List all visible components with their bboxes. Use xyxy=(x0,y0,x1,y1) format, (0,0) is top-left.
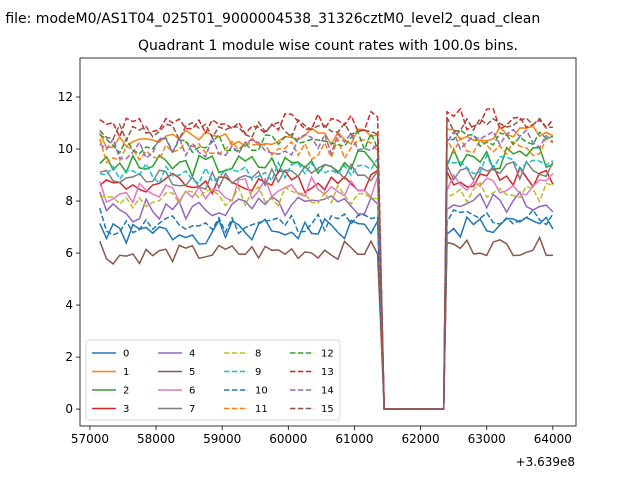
series-line-1 xyxy=(99,125,554,410)
series-line-0 xyxy=(99,215,554,410)
x-tick-label-6: 63000 xyxy=(468,432,506,446)
legend-box xyxy=(85,339,341,421)
y-tick-label-2: 4 xyxy=(65,298,73,312)
legend-label-3: 3 xyxy=(123,404,129,415)
series-line-8 xyxy=(99,181,554,410)
legend-label-1: 1 xyxy=(123,367,129,378)
x-tick-label-3: 60000 xyxy=(269,432,307,446)
legend-label-13: 13 xyxy=(321,367,334,378)
series-line-6 xyxy=(99,172,554,410)
legend-label-11: 11 xyxy=(255,404,268,415)
y-tick-label-5: 10 xyxy=(58,142,73,156)
legend-label-8: 8 xyxy=(255,349,261,360)
legend-label-7: 7 xyxy=(189,404,195,415)
legend-label-5: 5 xyxy=(189,367,195,378)
x-tick-label-1: 58000 xyxy=(137,432,175,446)
y-tick-label-4: 8 xyxy=(65,194,73,208)
legend-label-10: 10 xyxy=(255,386,268,397)
legend-label-0: 0 xyxy=(123,349,129,360)
series-line-9 xyxy=(99,153,554,410)
x-tick-label-7: 64000 xyxy=(534,432,572,446)
series-line-2 xyxy=(99,146,554,410)
series-line-13 xyxy=(99,107,554,410)
legend-label-15: 15 xyxy=(321,404,334,415)
series-line-7 xyxy=(99,159,554,410)
x-tick-label-4: 61000 xyxy=(335,432,373,446)
x-axis-ticks: 57000 58000 59000 60000 61000 62000 63000 64000 xyxy=(71,426,572,446)
chart-suptitle: n file: modeM0/AS1T04_025T01_9000004538_… xyxy=(0,11,540,27)
chart-title: Quadrant 1 module wise count rates with … xyxy=(138,38,518,54)
legend-label-6: 6 xyxy=(189,386,195,397)
x-tick-label-5: 62000 xyxy=(401,432,439,446)
series-line-3 xyxy=(99,164,554,410)
series-line-5 xyxy=(99,235,553,410)
x-offset-label: +3.639e8 xyxy=(516,455,575,469)
legend-label-2: 2 xyxy=(123,386,129,397)
y-axis-ticks: 0 2 4 6 8 10 12 xyxy=(58,90,80,416)
plot-lines xyxy=(99,107,554,410)
x-tick-label-0: 57000 xyxy=(71,432,109,446)
legend-label-12: 12 xyxy=(321,349,334,360)
x-tick-label-2: 59000 xyxy=(203,432,241,446)
series-line-15 xyxy=(99,116,553,410)
legend-label-14: 14 xyxy=(321,386,334,397)
y-tick-label-1: 2 xyxy=(65,350,73,364)
y-tick-label-6: 12 xyxy=(58,90,73,104)
y-tick-label-3: 6 xyxy=(65,246,73,260)
series-line-10 xyxy=(99,207,554,410)
series-line-14 xyxy=(99,128,554,410)
series-line-4 xyxy=(99,190,554,410)
legend-label-4: 4 xyxy=(189,349,195,360)
y-tick-label-0: 0 xyxy=(65,402,73,416)
series-line-11 xyxy=(99,136,554,410)
legend-label-9: 9 xyxy=(255,367,261,378)
plot-frame xyxy=(79,57,577,427)
